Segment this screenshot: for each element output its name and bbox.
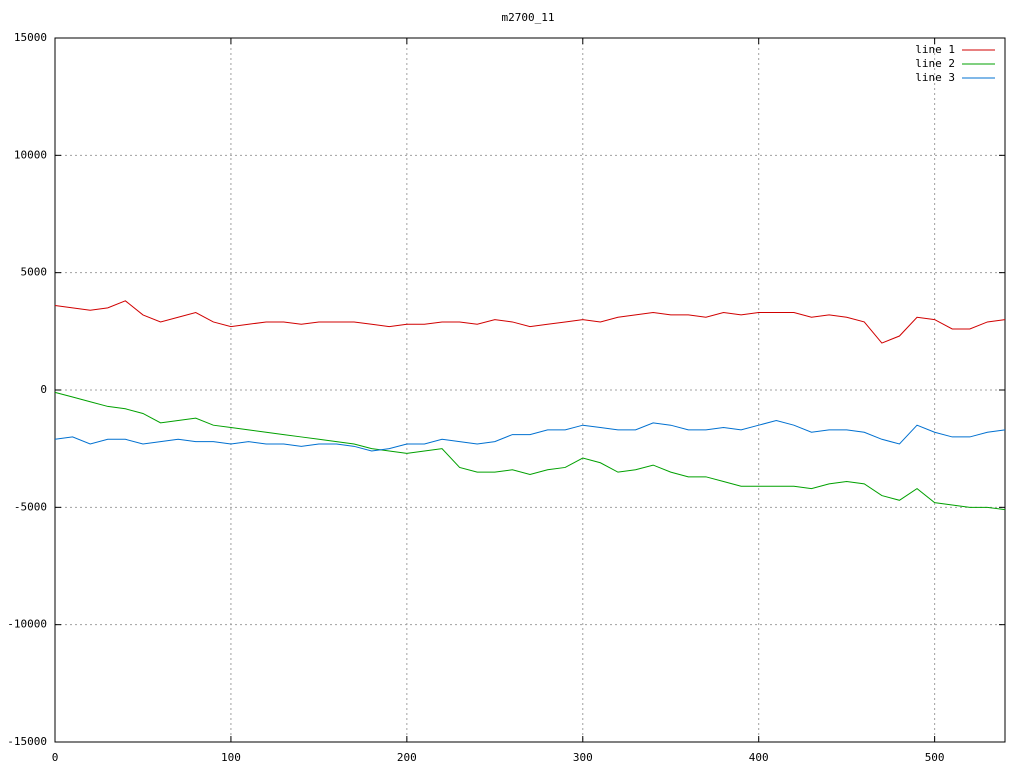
- chart-title: m2700_11: [502, 11, 555, 24]
- y-tick-label: 10000: [14, 148, 47, 161]
- plot-frame: [54, 37, 1006, 743]
- x-tick-label: 300: [573, 751, 593, 764]
- x-tick-label: 100: [221, 751, 241, 764]
- series-line: [54, 419, 1006, 452]
- legend-label: line 1: [915, 43, 955, 56]
- x-tick-label: 200: [397, 751, 417, 764]
- series-line: [54, 391, 1006, 511]
- y-tick-label: 5000: [21, 266, 48, 279]
- y-tick-label: -15000: [7, 735, 47, 748]
- x-tick-label: 500: [925, 751, 945, 764]
- series-line: [54, 300, 1006, 344]
- y-tick-label: 15000: [14, 31, 47, 44]
- legend-label: line 3: [915, 71, 955, 84]
- y-tick-label: 0: [40, 383, 47, 396]
- y-tick-label: -5000: [14, 500, 47, 513]
- y-tick-label: -10000: [7, 618, 47, 631]
- legend-label: line 2: [915, 57, 955, 70]
- x-tick-label: 400: [749, 751, 769, 764]
- x-tick-label: 0: [52, 751, 59, 764]
